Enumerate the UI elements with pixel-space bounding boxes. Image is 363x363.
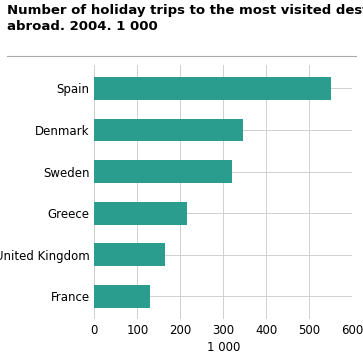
Bar xyxy=(94,118,242,142)
X-axis label: 1 000: 1 000 xyxy=(207,342,240,354)
Bar xyxy=(94,202,187,225)
Bar xyxy=(94,243,165,266)
Bar xyxy=(94,160,232,183)
Text: Number of holiday trips to the most visited destinations
abroad. 2004. 1 000: Number of holiday trips to the most visi… xyxy=(7,4,363,33)
Bar xyxy=(94,285,150,308)
Bar xyxy=(94,77,331,100)
